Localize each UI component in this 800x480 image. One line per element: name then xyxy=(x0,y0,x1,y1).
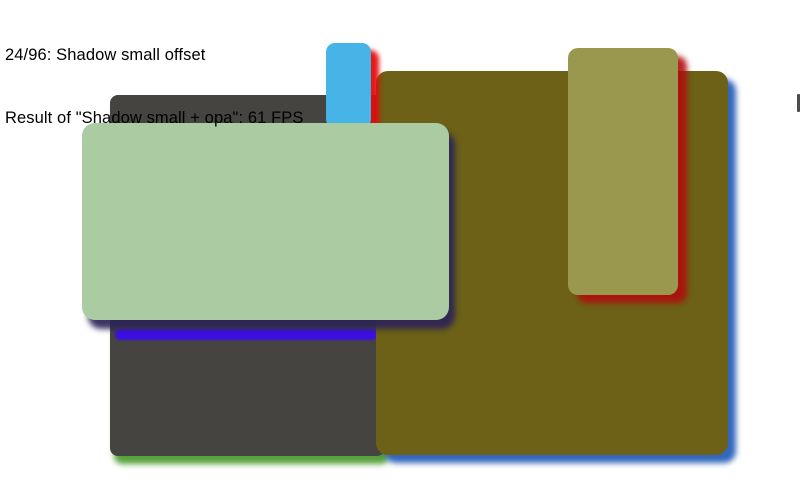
blue-shadow-stripe xyxy=(115,329,377,340)
benchmark-hud: 24/96: Shadow small offset Result of "Sh… xyxy=(5,3,303,171)
shadow-rect-sky-blue xyxy=(326,43,371,128)
shadow-rect-khaki xyxy=(568,48,678,295)
benchmark-progress-label: 24/96: Shadow small offset xyxy=(5,46,206,64)
right-edge-fragment xyxy=(797,94,800,112)
benchmark-result-label: Result of "Shadow small + opa": 61 FPS xyxy=(5,109,304,127)
shadow-rect-sage-green xyxy=(82,123,449,320)
